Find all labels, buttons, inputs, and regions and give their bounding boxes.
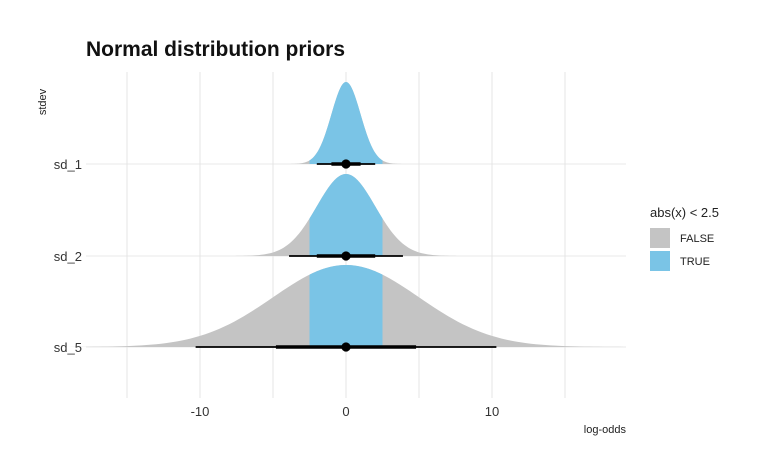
density-sd_1-true — [309, 82, 383, 164]
density-sd_2-true — [309, 174, 383, 256]
x-tick-label: 10 — [485, 404, 499, 419]
median-point-sd_5 — [341, 342, 351, 352]
legend: abs(x) < 2.5 FALSE TRUE — [650, 205, 719, 271]
x-axis-title: log-odds — [584, 424, 627, 436]
legend-label-true: TRUE — [680, 256, 710, 268]
chart-title: Normal distribution priors — [86, 38, 345, 61]
y-tick-label: sd_1 — [54, 157, 82, 172]
y-axis-title: stdev — [37, 88, 49, 115]
legend-title: abs(x) < 2.5 — [650, 205, 719, 220]
y-tick-label: sd_2 — [54, 249, 82, 264]
legend-label-false: FALSE — [680, 233, 714, 245]
density-sd_5-true — [309, 265, 383, 347]
x-tick-label: -10 — [191, 404, 210, 419]
legend-swatch-false — [650, 228, 670, 248]
legend-swatch-true — [650, 251, 670, 271]
y-tick-label: sd_5 — [54, 340, 82, 355]
median-point-sd_2 — [341, 251, 351, 261]
x-tick-label: 0 — [342, 404, 349, 419]
median-point-sd_1 — [341, 159, 351, 169]
